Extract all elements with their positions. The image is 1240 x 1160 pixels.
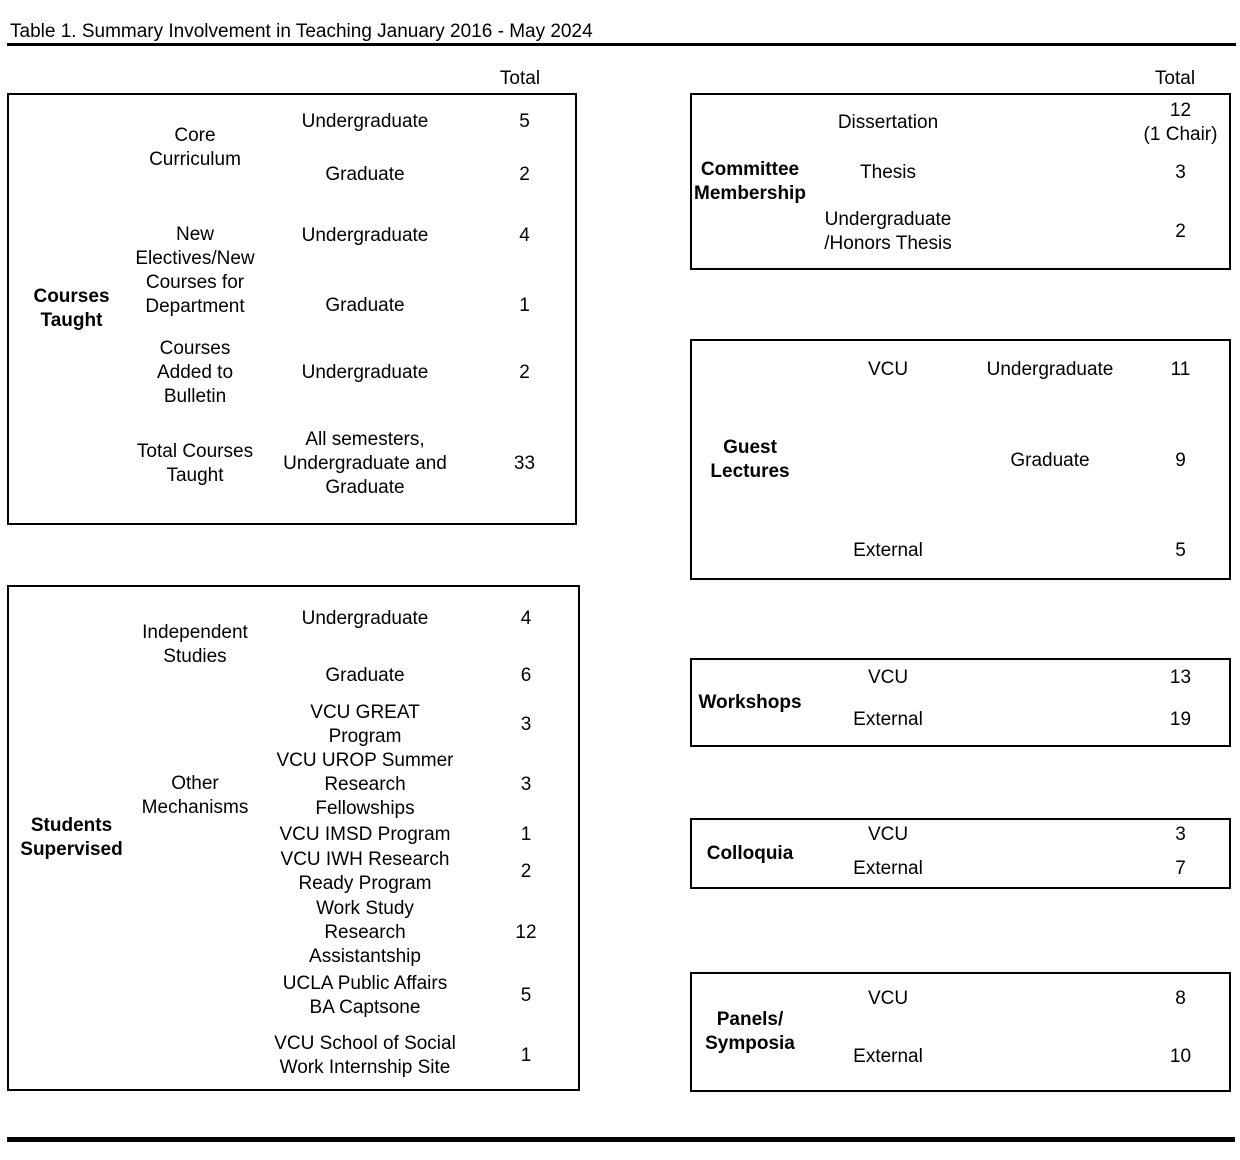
total-value: 6 (520, 665, 532, 686)
total-value: 1 (520, 823, 532, 845)
total-value: 5 (520, 985, 532, 1006)
total-value: 5 (1175, 539, 1186, 561)
type-label: Dissertation (837, 111, 939, 133)
total-header-right: Total (1154, 68, 1196, 89)
total-value: 7 (1175, 857, 1186, 879)
type-label: Undergraduate (301, 362, 429, 383)
total-value: 5 (519, 111, 530, 132)
category-label: Students Supervised (20, 815, 123, 860)
group-label: Independent Studies (142, 621, 248, 667)
total-value: 8 (1175, 988, 1186, 1009)
group-label: Courses Added to Bulletin (156, 338, 234, 407)
total-value: 3 (520, 713, 532, 735)
courses-taught-table: Courses Taught Core Curriculum Undergrad… (7, 93, 577, 525)
total-value: 2 (519, 362, 530, 383)
type-label: Undergraduate (301, 111, 429, 132)
committee-membership-table: Committee Membership Dissertation 12 (1 … (690, 93, 1231, 270)
group-label: New Electives/New Courses for Department (135, 223, 255, 317)
category-label: Courses Taught (33, 286, 110, 331)
group-label: Total Courses Taught (136, 441, 254, 486)
panels-symposia-table: Panels/ Symposia VCU 8 External 10 (690, 972, 1231, 1092)
total-value: 9 (1175, 449, 1186, 471)
type-label: VCU IMSD Program (279, 823, 451, 845)
total-value: 2 (520, 861, 532, 882)
type-label: Thesis (860, 161, 916, 183)
students-supervised-table: Students Supervised Independent Studies … (7, 585, 580, 1091)
type-label: Undergraduate (301, 607, 429, 629)
total-value: 3 (1175, 161, 1186, 183)
source-label: External (853, 539, 923, 561)
total-value: 1 (519, 295, 530, 316)
category-label: Workshops (698, 691, 802, 713)
group-label: Core Curriculum (149, 124, 241, 170)
source-label: External (853, 857, 923, 879)
category-label: Guest Lectures (710, 436, 790, 482)
type-label: VCU School of Social Work Internship Sit… (274, 1033, 456, 1078)
type-label: Graduate (325, 295, 405, 316)
workshops-table: Workshops VCU 13 External 19 (690, 658, 1231, 747)
category-label: Committee Membership (694, 158, 806, 204)
guest-lectures-table: Guest Lectures VCU Undergraduate 11 Grad… (690, 339, 1231, 580)
type-label: Graduate (325, 163, 405, 185)
total-header-left: Total (499, 68, 541, 89)
total-value: 10 (1169, 1046, 1192, 1067)
total-value: 12 (515, 922, 537, 943)
type-label: Work Study Research Assistantship (309, 898, 421, 967)
type-label: VCU IWH Research Ready Program (280, 849, 450, 894)
type-label: Graduate (1010, 449, 1090, 471)
total-value: 1 (520, 1045, 532, 1066)
total-value: 2 (519, 163, 530, 185)
total-value: 12 (1 Chair) (1143, 99, 1218, 145)
total-value: 11 (1170, 358, 1191, 380)
type-label: VCU UROP Summer Research Fellowships (276, 749, 454, 819)
category-label: Colloquia (706, 842, 794, 864)
group-label: Other Mechanisms (141, 773, 249, 818)
type-label: UCLA Public Affairs BA Captsone (282, 973, 448, 1018)
source-label: External (853, 1046, 923, 1067)
source-label: VCU (867, 666, 909, 688)
total-value: 2 (1175, 220, 1186, 242)
page-title: Table 1. Summary Involvement in Teaching… (10, 21, 593, 42)
title-rule (7, 43, 1236, 46)
total-value: 13 (1169, 666, 1192, 688)
source-label: VCU (867, 988, 909, 1009)
type-label: Undergraduate (301, 224, 429, 246)
total-value: 3 (520, 773, 532, 795)
type-label: Undergraduate (986, 358, 1114, 380)
type-label: Graduate (325, 665, 405, 686)
total-value: 4 (519, 224, 530, 246)
source-label: VCU (867, 358, 909, 380)
bottom-rule (7, 1137, 1235, 1142)
total-value: 19 (1169, 709, 1192, 730)
type-label: VCU GREAT Program (310, 701, 420, 747)
category-label: Panels/ Symposia (705, 1009, 795, 1054)
type-label: Undergraduate /Honors Thesis (824, 208, 952, 254)
total-value: 4 (520, 607, 532, 629)
total-value: 3 (1175, 824, 1186, 845)
source-label: External (853, 709, 923, 730)
total-value: 33 (513, 453, 536, 474)
colloquia-table: Colloquia VCU 3 External 7 (690, 818, 1231, 889)
source-label: VCU (867, 824, 909, 845)
type-label: All semesters, Undergraduate and Graduat… (283, 429, 447, 498)
